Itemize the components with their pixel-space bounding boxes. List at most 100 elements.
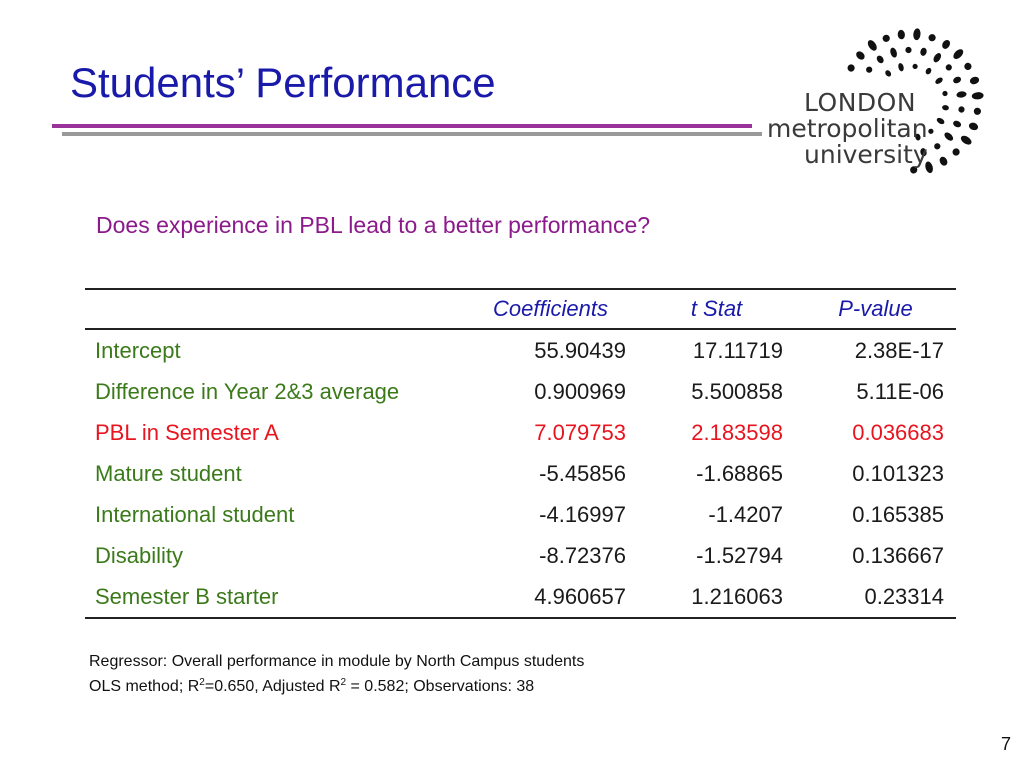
logo-dot bbox=[925, 161, 933, 174]
logo-dot bbox=[939, 156, 948, 166]
header-coefficients: Coefficients bbox=[463, 288, 638, 330]
row-p-value: 0.101323 bbox=[852, 460, 944, 486]
logo-dot bbox=[935, 77, 943, 84]
logo-dot bbox=[953, 120, 962, 128]
logo-dot bbox=[885, 70, 892, 77]
row-t-stat: 1.216063 bbox=[638, 576, 795, 619]
logo-dot bbox=[973, 107, 981, 115]
logo-dot bbox=[964, 62, 972, 71]
logo-dot bbox=[968, 122, 979, 131]
row-t-stat: -1.68865 bbox=[696, 460, 783, 486]
table-row: International student -4.16997 -1.4207 0… bbox=[85, 494, 956, 535]
logo-dot bbox=[913, 28, 921, 41]
logo-dot bbox=[942, 105, 949, 111]
logo-dot bbox=[856, 51, 865, 60]
logo-dot bbox=[933, 53, 942, 63]
logo-text-london: LONDON bbox=[804, 88, 917, 117]
row-variable-name: Disability bbox=[95, 542, 184, 568]
logo-dot bbox=[876, 55, 884, 64]
logo-dot bbox=[952, 148, 960, 156]
row-p-value: 0.165385 bbox=[852, 501, 944, 527]
row-coefficient: 55.90439 bbox=[534, 337, 626, 363]
logo-text-metropolitan: metropolitan bbox=[767, 114, 928, 143]
title-underline-gray bbox=[62, 132, 762, 136]
slide-title: Students’ Performance bbox=[70, 59, 496, 106]
table-row: Intercept 55.90439 17.11719 2.38E-17 bbox=[85, 329, 956, 371]
logo-dot bbox=[920, 148, 927, 157]
logo-dot bbox=[925, 67, 932, 75]
logo-dot bbox=[847, 64, 855, 72]
title-underline-purple bbox=[52, 124, 752, 128]
dot-arc-logo-icon bbox=[847, 28, 984, 174]
logo-dot bbox=[942, 90, 948, 97]
table-header-row: Coefficients t Stat P-value bbox=[85, 288, 956, 330]
header-p-value: P-value bbox=[795, 288, 956, 330]
row-p-value: 2.38E-17 bbox=[854, 337, 944, 363]
logo-dot bbox=[890, 47, 897, 58]
logo-dot bbox=[934, 143, 941, 150]
row-p-value: 5.11E-06 bbox=[856, 378, 944, 404]
row-p-value: 0.136667 bbox=[852, 542, 944, 568]
header-variable bbox=[85, 288, 463, 330]
university-logo: LONDON metropolitan university bbox=[760, 18, 1000, 178]
header-t-stat: t Stat bbox=[638, 288, 795, 330]
logo-dot bbox=[866, 66, 873, 73]
row-t-stat: -1.52794 bbox=[696, 542, 783, 568]
row-p-value: 0.036683 bbox=[852, 419, 944, 445]
logo-dot bbox=[971, 92, 984, 100]
logo-dot bbox=[882, 34, 890, 42]
logo-dot bbox=[958, 106, 965, 113]
logo-dot bbox=[928, 128, 934, 134]
row-coefficient: -4.16997 bbox=[539, 501, 626, 527]
table-row: Semester B starter 4.960657 1.216063 0.2… bbox=[85, 576, 956, 619]
row-variable-name: Intercept bbox=[95, 337, 181, 363]
logo-dot bbox=[942, 39, 951, 49]
note-superscript: 2 bbox=[340, 677, 347, 688]
logo-dot bbox=[867, 40, 877, 51]
logo-dot bbox=[897, 29, 905, 40]
row-t-stat: 2.183598 bbox=[691, 419, 783, 445]
logo-dot bbox=[945, 64, 952, 71]
row-variable-name: Difference in Year 2&3 average bbox=[95, 378, 400, 404]
logo-dot bbox=[944, 132, 954, 141]
table-row: Disability -8.72376 -1.52794 0.136667 bbox=[85, 535, 956, 576]
logo-dot bbox=[956, 91, 967, 98]
logo-dot bbox=[905, 46, 912, 54]
note-superscript: 2 bbox=[199, 677, 205, 688]
regressor-note: Regressor: Overall performance in module… bbox=[89, 653, 585, 670]
table-row: Mature student -5.45856 -1.68865 0.10132… bbox=[85, 453, 956, 494]
row-coefficient: 7.079753 bbox=[534, 419, 626, 445]
logo-dot bbox=[936, 117, 945, 125]
page-number: 7 bbox=[1001, 734, 1012, 754]
model-stats-note: OLS method; R2=0.650, Adjusted R2 = 0.58… bbox=[89, 678, 534, 695]
logo-dot bbox=[953, 76, 962, 84]
logo-dot bbox=[915, 133, 921, 141]
row-variable-name: International student bbox=[95, 501, 295, 527]
logo-dot bbox=[969, 76, 980, 85]
logo-text-university: university bbox=[804, 140, 928, 169]
table-row: Difference in Year 2&3 average 0.900969 … bbox=[85, 371, 956, 412]
research-question: Does experience in PBL lead to a better … bbox=[96, 212, 651, 238]
logo-dot bbox=[910, 166, 918, 174]
row-coefficient: 0.900969 bbox=[534, 378, 626, 404]
row-t-stat: -1.4207 bbox=[708, 501, 783, 527]
logo-dot bbox=[928, 34, 936, 42]
row-t-stat: 5.500858 bbox=[691, 378, 783, 404]
row-coefficient: -5.45856 bbox=[539, 460, 626, 486]
row-variable-name: Mature student bbox=[95, 460, 242, 486]
logo-dot bbox=[920, 47, 927, 56]
note-text: = 0.582; Observations: 38 bbox=[346, 678, 535, 695]
table-row-highlighted: PBL in Semester A 7.079753 2.183598 0.03… bbox=[85, 412, 956, 453]
logo-dot bbox=[898, 63, 904, 72]
row-t-stat: 17.11719 bbox=[692, 337, 783, 363]
row-coefficient: 4.960657 bbox=[463, 576, 638, 619]
note-text: =0.650, Adjusted R bbox=[204, 678, 341, 695]
logo-dot bbox=[953, 49, 964, 59]
row-variable-name: PBL in Semester A bbox=[95, 419, 279, 445]
row-p-value: 0.23314 bbox=[795, 576, 956, 619]
logo-dot bbox=[912, 63, 918, 70]
note-text: OLS method; R bbox=[89, 678, 200, 695]
row-variable-name: Semester B starter bbox=[85, 576, 463, 619]
row-coefficient: -8.72376 bbox=[539, 542, 626, 568]
regression-results-table: Coefficients t Stat P-value Intercept 55… bbox=[85, 288, 956, 619]
